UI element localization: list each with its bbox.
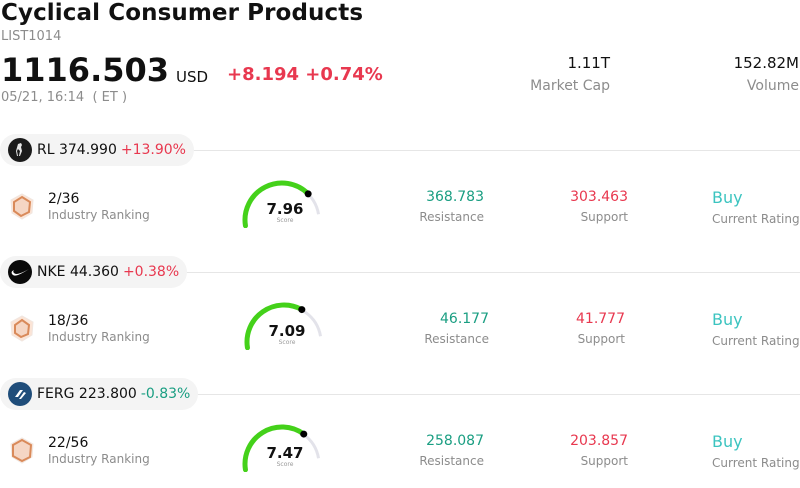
industry-rank: 2/36 — [48, 191, 80, 207]
rating-value[interactable]: Buy — [712, 188, 743, 207]
resistance-value: 258.087 — [426, 433, 484, 449]
resistance: 46.177 Resistance — [369, 311, 489, 346]
resistance-label: Resistance — [424, 332, 489, 346]
stock-pct-change: +0.38% — [122, 264, 180, 280]
stock-pct-change: -0.83% — [140, 386, 191, 402]
market-cap-label: Market Cap — [530, 78, 610, 94]
list-code: LIST1014 — [1, 29, 62, 44]
gauge-indicator — [304, 190, 312, 198]
support: 203.857 Support — [508, 433, 628, 468]
stock-symbol-price: NKE 44.360 — [37, 264, 119, 280]
ranking-icon — [10, 315, 34, 342]
stock-symbol-price: FERG 223.800 — [37, 386, 137, 402]
rating-value[interactable]: Buy — [712, 432, 743, 451]
row-divider — [0, 394, 800, 395]
index-price: 1116.503 — [1, 51, 170, 89]
row-divider — [0, 150, 800, 151]
industry-rank-label: Industry Ranking — [48, 452, 150, 466]
resistance-value: 368.783 — [426, 189, 484, 205]
market-cap: 1.11T Market Cap — [530, 54, 610, 94]
gauge-indicator — [298, 306, 306, 314]
support-label: Support — [580, 454, 628, 468]
volume-value: 152.82M — [733, 54, 799, 72]
score-value: 7.96 — [266, 200, 304, 218]
resistance-label: Resistance — [419, 210, 484, 224]
timestamp: 05/21, 16:14 ( ET ) — [1, 90, 128, 105]
industry-rank-label: Industry Ranking — [48, 208, 150, 222]
resistance-label: Resistance — [419, 454, 484, 468]
page-title: Cyclical Consumer Products — [1, 0, 364, 26]
rating-value[interactable]: Buy — [712, 310, 743, 329]
support: 41.777 Support — [505, 311, 625, 346]
score-gauge — [242, 180, 321, 228]
score-value: 7.47 — [266, 444, 304, 462]
polo-horse-icon — [8, 138, 32, 162]
market-cap-value: 1.11T — [567, 54, 610, 72]
resistance: 368.783 Resistance — [364, 189, 484, 224]
support-value: 41.777 — [576, 311, 625, 327]
volume: 152.82M Volume — [734, 54, 799, 94]
score-gauge — [242, 424, 321, 472]
industry-rank-label: Industry Ranking — [48, 330, 150, 344]
stock-pct-change: +13.90% — [120, 142, 186, 158]
rating-label: Current Rating — [712, 212, 800, 226]
score-label: Score — [276, 217, 294, 224]
gauge-fill — [244, 302, 305, 350]
industry-rank: 18/36 — [48, 313, 89, 329]
gauge-indicator — [300, 430, 308, 438]
stock-pill[interactable]: NKE 44.360 +0.38% — [0, 256, 188, 288]
score-label: Score — [278, 339, 296, 346]
currency-label: USD — [176, 68, 209, 86]
gauge-fill — [242, 180, 311, 228]
volume-label: Volume — [746, 78, 799, 94]
support-label: Support — [577, 332, 625, 346]
ranking-icon — [10, 437, 34, 464]
support: 303.463 Support — [508, 189, 628, 224]
resistance-value: 46.177 — [440, 311, 489, 327]
row-divider — [0, 272, 800, 273]
swoosh-icon — [8, 260, 32, 284]
index-change: +8.194 +0.74% — [227, 64, 383, 85]
score-gauge — [244, 302, 323, 350]
rating-label: Current Rating — [712, 334, 800, 348]
current-rating[interactable]: Buy Current Rating — [712, 432, 800, 470]
current-rating[interactable]: Buy Current Rating — [712, 188, 800, 226]
ferguson-logo-icon — [8, 382, 32, 406]
resistance: 258.087 Resistance — [364, 433, 484, 468]
rating-label: Current Rating — [712, 456, 800, 470]
support-value: 203.857 — [570, 433, 628, 449]
ranking-icon — [10, 193, 34, 220]
support-label: Support — [580, 210, 628, 224]
stock-pill[interactable]: RL 374.990 +13.90% — [0, 134, 194, 166]
score-value: 7.09 — [268, 322, 306, 340]
stock-symbol-price: RL 374.990 — [37, 142, 117, 158]
current-rating[interactable]: Buy Current Rating — [712, 310, 800, 348]
industry-rank: 22/56 — [48, 435, 89, 451]
gauge-fill — [242, 424, 307, 472]
stock-pill[interactable]: FERG 223.800 -0.83% — [0, 378, 199, 410]
score-label: Score — [276, 461, 294, 468]
support-value: 303.463 — [570, 189, 628, 205]
